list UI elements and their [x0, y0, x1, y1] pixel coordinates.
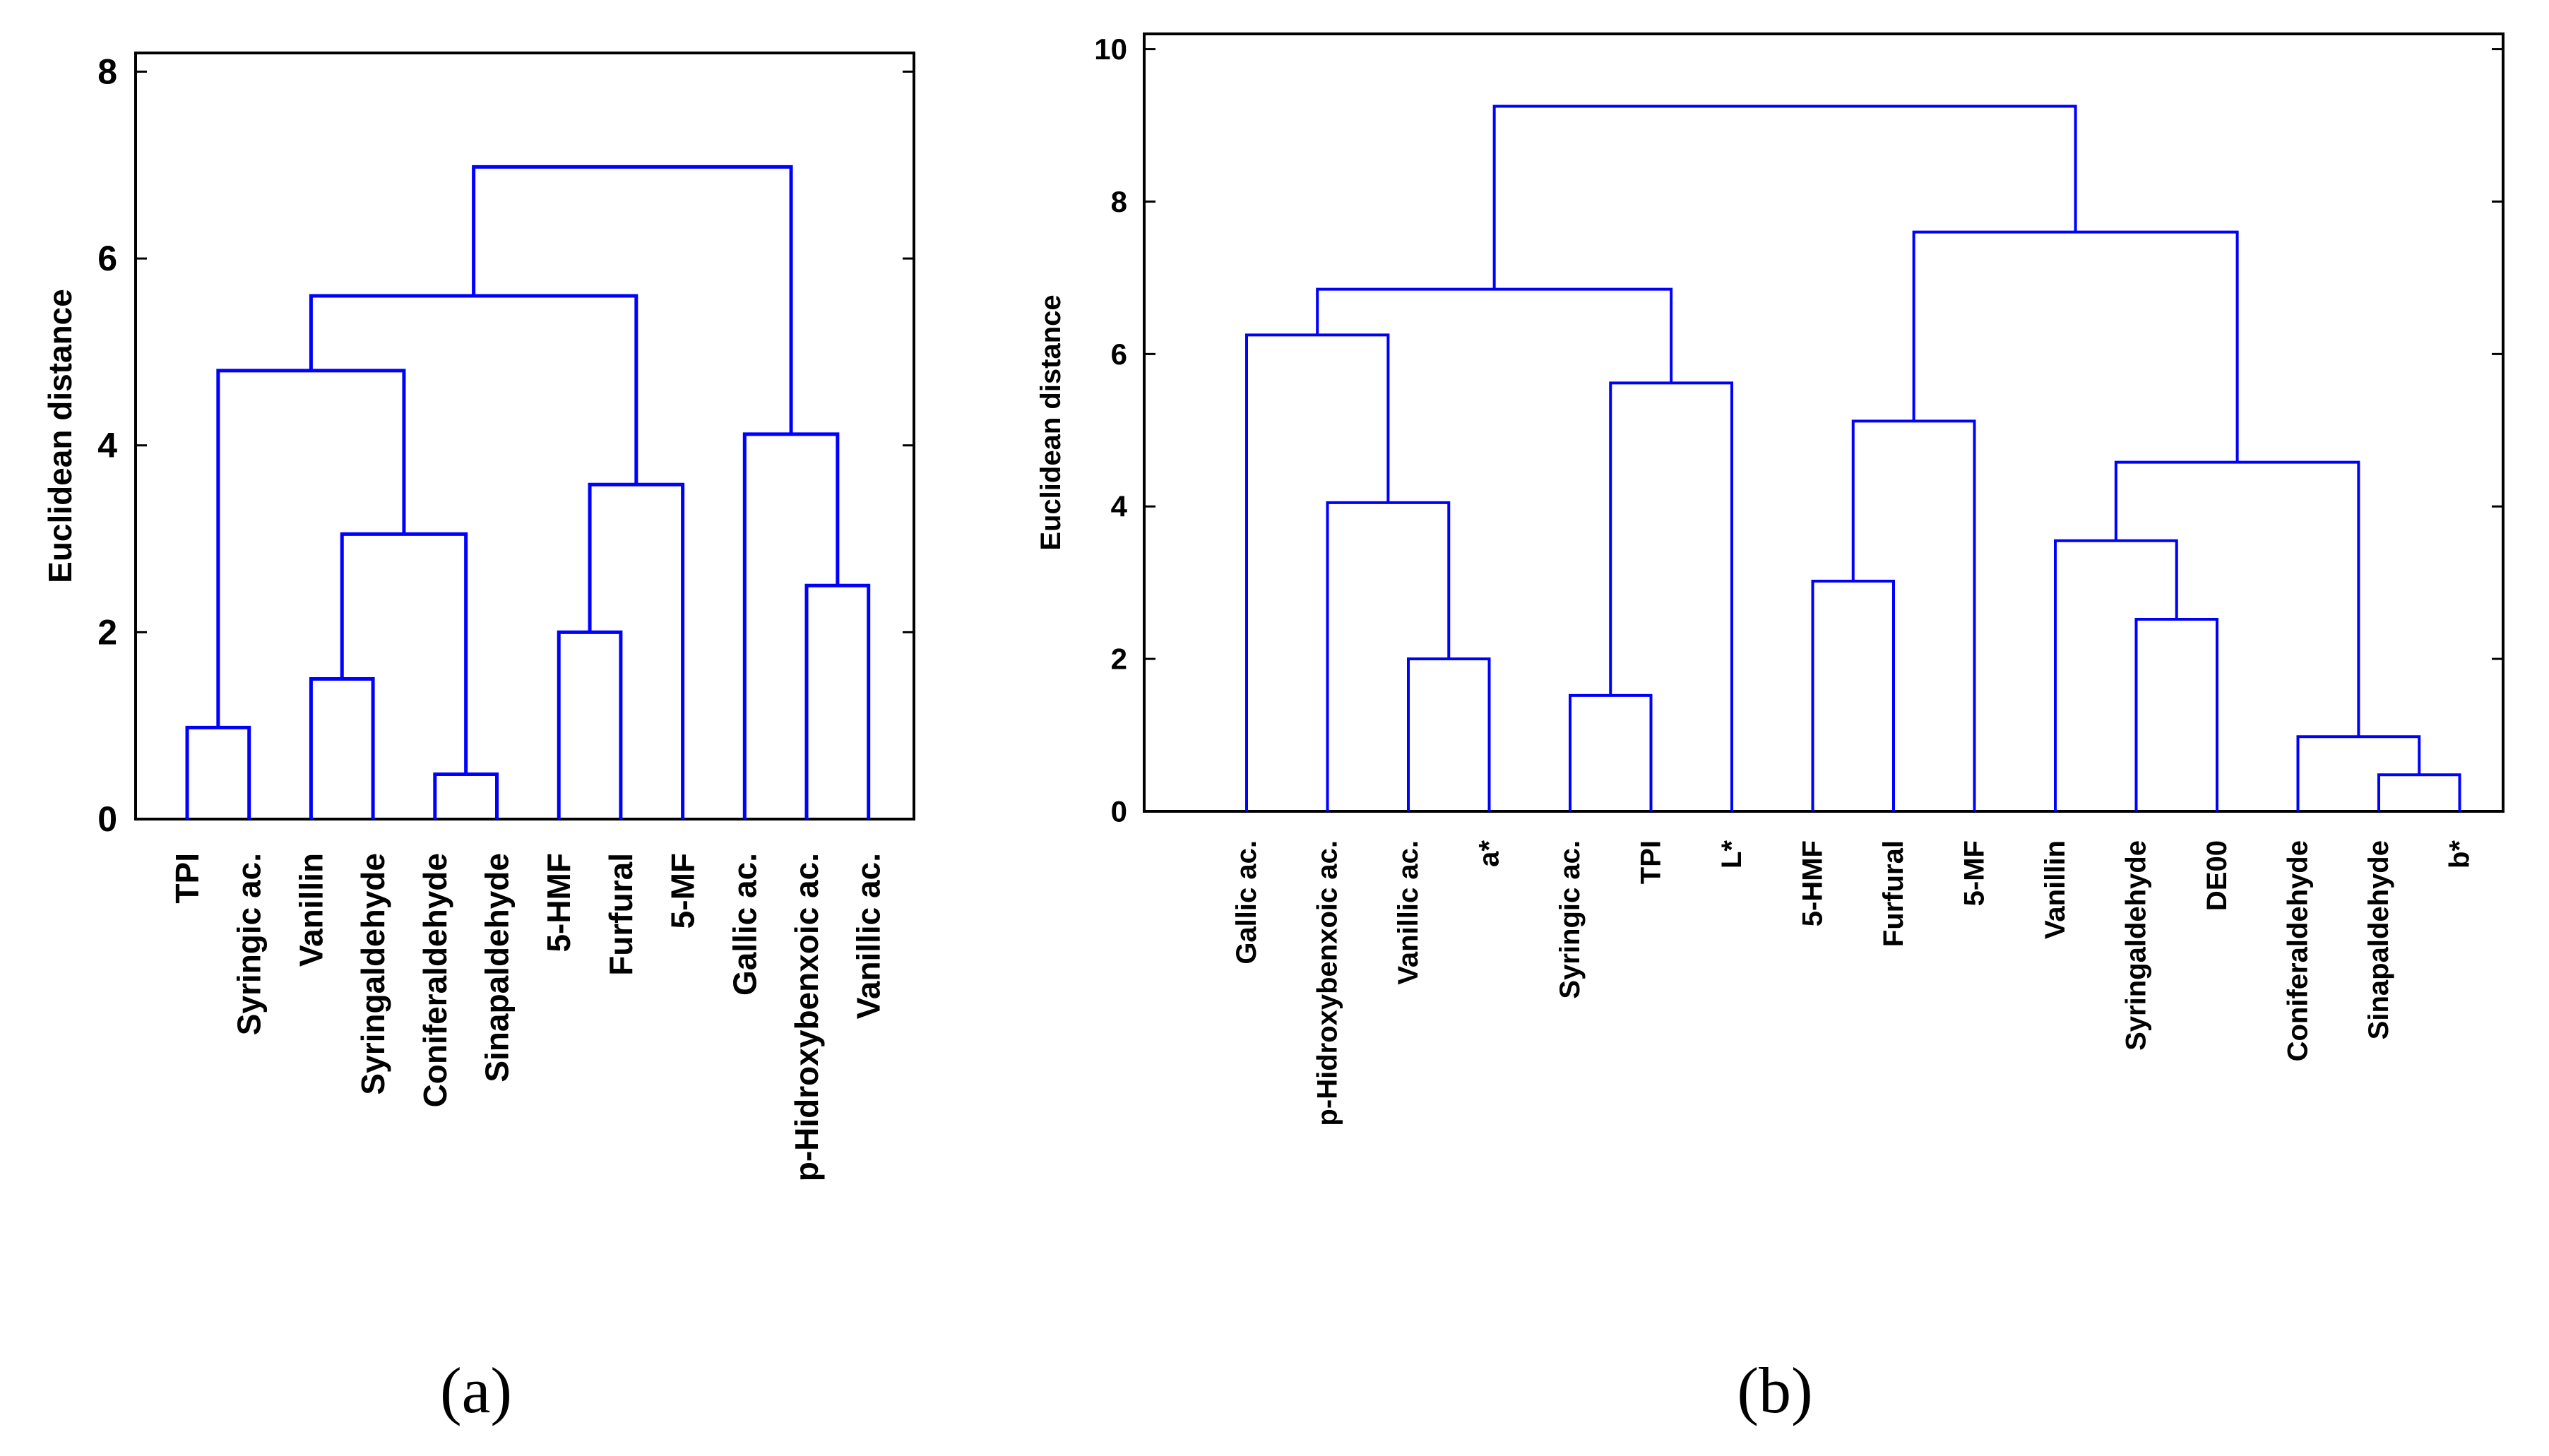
- y-tick-label: 10: [1094, 32, 1127, 66]
- dendrogram-link: [340, 532, 468, 775]
- y-tick-label: 2: [1111, 643, 1127, 676]
- leaf-label: 5-MF: [665, 853, 701, 929]
- dendrogram-link: [1609, 381, 1733, 811]
- dendrogram-link: [472, 165, 793, 434]
- leaf-label: Vanillic ac.: [1393, 840, 1424, 985]
- leaf-label: Sinapaldehyde: [2363, 840, 2394, 1039]
- dendrogram-link: [742, 432, 840, 819]
- leaf-label: Coniferaldehyde: [417, 853, 453, 1107]
- dendrogram-link: [1326, 501, 1451, 811]
- dendrogram-link: [309, 294, 638, 485]
- leaf-label: Sinapaldehyde: [479, 853, 516, 1082]
- leaf-label: TPI: [169, 853, 206, 904]
- dendrogram-link: [588, 482, 685, 819]
- leaf-label: Furfural: [602, 853, 639, 976]
- y-tick-label: 0: [1111, 795, 1127, 828]
- dendrogram-link: [1407, 657, 1491, 811]
- leaf-label: DE00: [2202, 840, 2233, 911]
- dendrogram-link: [2114, 460, 2360, 737]
- panel-label: (a): [440, 1354, 512, 1426]
- leaf-label: L*: [1716, 840, 1747, 869]
- leaf-label: Syringic ac.: [231, 853, 268, 1035]
- dendrogram-link: [804, 583, 871, 819]
- dendrogram-link: [1245, 333, 1390, 811]
- dendrogram-panel-b: 0 2 4 6 8 10 Euclidean distance Gallic ac. p-Hid…: [1035, 32, 2505, 1426]
- dendrogram-link: [433, 772, 499, 819]
- leaf-label: Coniferaldehyde: [2283, 840, 2314, 1061]
- plot-frame: [1143, 32, 2505, 813]
- dendrogram-link: [2054, 539, 2178, 811]
- dendrogram-link: [1912, 230, 2239, 463]
- leaf-label: TPI: [1636, 840, 1667, 884]
- dendrogram-link: [1851, 419, 1976, 811]
- dendrogram-link: [1811, 580, 1895, 811]
- dendrogram-link: [1316, 287, 1673, 383]
- leaf-label: 5-HMF: [540, 853, 577, 953]
- dendrogram-link: [1492, 105, 2077, 290]
- y-tick-label: 4: [1111, 490, 1128, 523]
- y-tick-label: 4: [97, 426, 117, 465]
- y-axis-title: Euclidean distance: [1035, 294, 1066, 550]
- leaf-label: 5-MF: [1959, 840, 1990, 906]
- dendrogram-panel-a: 0 2 4 6 8 Euclidean distance TPI Syringic ac. Va…: [42, 52, 915, 1426]
- leaf-label: Vanillin: [292, 853, 329, 967]
- dendrogram-link: [557, 630, 623, 819]
- leaf-label: Gallic ac.: [726, 853, 763, 996]
- dendrogram-link: [185, 725, 251, 819]
- leaf-label: Vanillic ac.: [850, 853, 887, 1019]
- dendrogram-link: [309, 677, 375, 819]
- y-axis-title: Euclidean distance: [42, 289, 78, 583]
- leaf-label: a*: [1474, 840, 1505, 867]
- leaf-label: b*: [2444, 840, 2476, 869]
- leaf-label: Vanillin: [2040, 840, 2071, 939]
- dendrogram-link: [216, 369, 406, 728]
- y-tick-label: 6: [97, 239, 117, 278]
- y-tick-label: 2: [97, 612, 117, 652]
- y-tick-label: 6: [1111, 338, 1127, 371]
- y-tick-label: 8: [1111, 185, 1127, 218]
- leaf-label: 5-HMF: [1798, 840, 1829, 926]
- leaf-label: p-Hidroxybenxoic ac.: [1312, 840, 1343, 1126]
- dendrogram-link: [2134, 617, 2218, 811]
- plot-frame: [134, 52, 915, 821]
- dendrogram-link: [1569, 693, 1653, 811]
- dendrogram-link: [2377, 773, 2461, 811]
- dendrogram-link: [2296, 735, 2421, 811]
- leaf-label: Syringaldehyde: [2121, 840, 2152, 1051]
- leaf-label: Syringic ac.: [1555, 840, 1586, 999]
- leaf-label: Furfural: [1878, 840, 1909, 947]
- leaf-label: p-Hidroxybenxoic ac.: [788, 853, 825, 1181]
- leaf-label: Syringaldehyde: [355, 853, 391, 1095]
- y-tick-label: 8: [97, 52, 117, 91]
- leaf-label: Gallic ac.: [1231, 840, 1262, 965]
- panel-label: (b): [1737, 1354, 1812, 1426]
- y-tick-label: 0: [97, 799, 117, 839]
